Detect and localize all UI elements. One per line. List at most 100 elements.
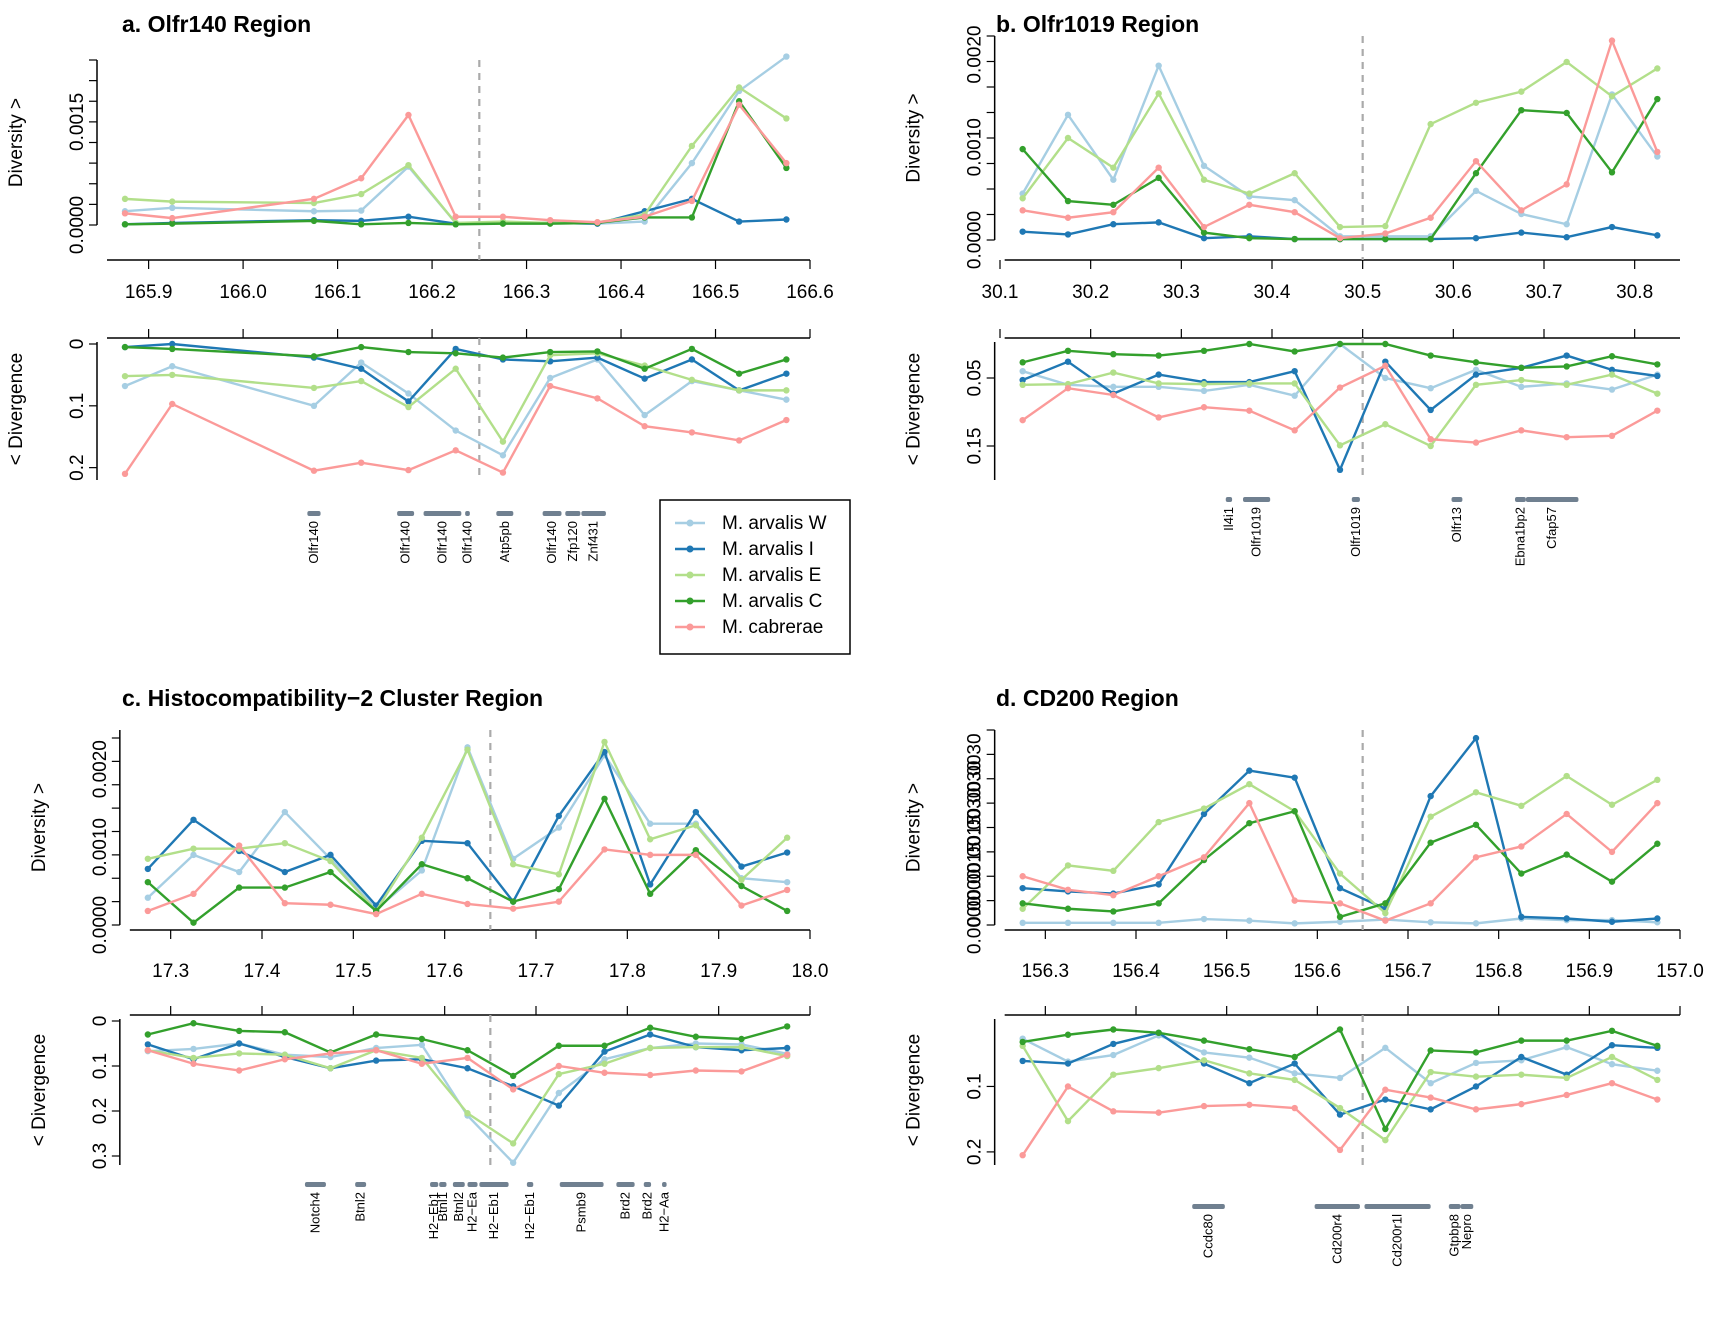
diversity-point-m-arvalis-e xyxy=(464,746,471,753)
gene-bar xyxy=(423,511,462,516)
diversity-point-m-arvalis-w xyxy=(1336,918,1344,925)
divergence-point-m-cabrerae xyxy=(1382,1086,1389,1093)
diversity-point-m-arvalis-c xyxy=(1382,900,1389,907)
diversity-point-m-arvalis-i xyxy=(1608,223,1616,231)
gene-label: Notch4 xyxy=(307,1192,322,1233)
divergence-point-m-arvalis-c xyxy=(418,1035,426,1043)
gene-label: Btnl2 xyxy=(353,1192,368,1222)
diversity-point-m-arvalis-c xyxy=(1427,235,1434,243)
diversity-point-m-arvalis-e xyxy=(1291,170,1298,177)
diversity-point-m-cabrerae xyxy=(464,900,471,908)
divergence-point-m-arvalis-c xyxy=(1110,351,1117,358)
diversity-point-m-cabrerae xyxy=(735,101,743,108)
panel-title: d. CD200 Region xyxy=(996,685,1179,711)
gene-bar xyxy=(643,1182,652,1187)
divergence-y-tick-label: 0 xyxy=(90,1016,111,1027)
diversity-point-m-arvalis-w xyxy=(235,868,243,876)
diversity-point-m-arvalis-i xyxy=(1472,734,1480,742)
diversity-y-label: Diversity > xyxy=(29,783,50,872)
diversity-point-m-arvalis-i xyxy=(646,881,654,888)
diversity-y-tick-label: 0.0015 xyxy=(965,815,986,873)
divergence-point-m-arvalis-c xyxy=(121,343,129,351)
diversity-point-m-arvalis-i xyxy=(1608,918,1616,925)
diversity-point-m-cabrerae xyxy=(1654,799,1661,807)
gene-label: Znf431 xyxy=(586,521,601,561)
divergence-point-m-arvalis-e xyxy=(499,438,507,445)
diversity-point-m-arvalis-c xyxy=(1336,913,1344,921)
divergence-point-m-arvalis-w xyxy=(358,359,365,366)
diversity-point-m-cabrerae xyxy=(1064,214,1072,221)
x-tick-label: 156.4 xyxy=(1112,961,1160,982)
diversity-point-m-cabrerae xyxy=(1563,181,1570,188)
divergence-y-tick-label: 0.2 xyxy=(965,1139,986,1165)
diversity-point-m-cabrerae xyxy=(1019,207,1026,214)
diversity-point-m-arvalis-c xyxy=(499,220,507,227)
x-tick-label: 30.6 xyxy=(1435,282,1472,303)
diversity-point-m-arvalis-e xyxy=(327,857,334,865)
divergence-point-m-arvalis-i xyxy=(1472,1083,1480,1090)
divergence-point-m-arvalis-e xyxy=(1608,371,1616,378)
divergence-point-m-arvalis-i xyxy=(1019,1057,1026,1065)
divergence-point-m-arvalis-c xyxy=(1654,1042,1661,1050)
divergence-point-m-arvalis-i xyxy=(405,398,412,405)
diversity-point-m-arvalis-w xyxy=(1654,153,1661,160)
divergence-point-m-cabrerae xyxy=(1246,407,1253,414)
divergence-point-m-arvalis-w xyxy=(1472,366,1480,374)
diversity-point-m-arvalis-w xyxy=(144,894,152,901)
gene-bar xyxy=(581,511,606,516)
divergence-point-m-arvalis-c xyxy=(1472,359,1480,366)
gene-bar xyxy=(1451,497,1463,502)
x-tick-label: 17.4 xyxy=(244,961,281,982)
divergence-point-m-arvalis-e xyxy=(1110,1071,1117,1078)
divergence-point-m-arvalis-e xyxy=(169,371,176,379)
divergence-point-m-arvalis-e xyxy=(1654,1076,1661,1084)
divergence-point-m-arvalis-c xyxy=(464,1047,471,1054)
divergence-point-m-cabrerae xyxy=(738,1068,745,1075)
x-tick-label: 166.1 xyxy=(314,282,362,303)
divergence-point-m-arvalis-e xyxy=(1246,1070,1253,1077)
divergence-point-m-arvalis-c xyxy=(372,1031,380,1038)
diversity-point-m-cabrerae xyxy=(783,159,790,167)
diversity-point-m-arvalis-i xyxy=(1200,234,1208,242)
divergence-point-m-arvalis-w xyxy=(1427,1079,1434,1087)
gene-label: Olfr140 xyxy=(460,521,475,564)
x-tick-label: 156.8 xyxy=(1475,961,1523,982)
diversity-point-m-arvalis-c xyxy=(1563,109,1570,117)
diversity-point-m-arvalis-c xyxy=(190,919,197,926)
divergence-point-m-cabrerae xyxy=(1110,391,1117,399)
divergence-point-m-arvalis-c xyxy=(1608,353,1616,360)
diversity-point-m-arvalis-e xyxy=(1336,223,1344,231)
diversity-y-tick-label: 0.0000 xyxy=(965,896,986,954)
divergence-point-m-arvalis-c xyxy=(1019,359,1026,366)
divergence-point-m-arvalis-i xyxy=(1110,1040,1117,1048)
gene-bar xyxy=(430,1182,439,1187)
divergence-point-m-arvalis-w xyxy=(1608,1061,1616,1068)
diversity-point-m-cabrerae xyxy=(1608,848,1616,856)
divergence-point-m-arvalis-i xyxy=(1064,1060,1072,1067)
divergence-point-m-cabrerae xyxy=(646,1071,654,1079)
divergence-point-m-arvalis-c xyxy=(688,345,696,353)
divergence-y-tick-label: 0 xyxy=(67,339,88,350)
divergence-point-m-cabrerae xyxy=(235,1067,243,1074)
divergence-point-m-arvalis-w xyxy=(1608,386,1616,393)
divergence-point-m-cabrerae xyxy=(358,459,365,466)
divergence-point-m-arvalis-c xyxy=(1563,363,1570,370)
x-tick-label: 166.3 xyxy=(503,282,551,303)
divergence-point-m-arvalis-c xyxy=(190,1020,197,1027)
divergence-point-m-arvalis-e xyxy=(464,1110,471,1117)
divergence-point-m-cabrerae xyxy=(1654,1096,1661,1103)
gene-label: H2−Ea xyxy=(465,1191,480,1232)
diversity-point-m-arvalis-e xyxy=(1608,801,1616,808)
x-tick-label: 30.3 xyxy=(1163,282,1200,303)
diversity-line-m-cabrerae xyxy=(124,102,788,224)
divergence-point-m-arvalis-w xyxy=(1110,1051,1117,1059)
divergence-point-m-arvalis-c xyxy=(1246,1045,1253,1053)
gene-label: Olfr140 xyxy=(398,521,413,564)
divergence-point-m-arvalis-c xyxy=(641,365,648,372)
diversity-point-m-cabrerae xyxy=(783,886,791,894)
diversity-point-m-arvalis-c xyxy=(1472,821,1480,828)
diversity-y-tick-label: 0.0020 xyxy=(965,25,986,83)
gene-label: Olfr140 xyxy=(544,521,559,564)
diversity-point-m-cabrerae xyxy=(1427,900,1434,907)
divergence-point-m-arvalis-w xyxy=(509,1159,517,1166)
